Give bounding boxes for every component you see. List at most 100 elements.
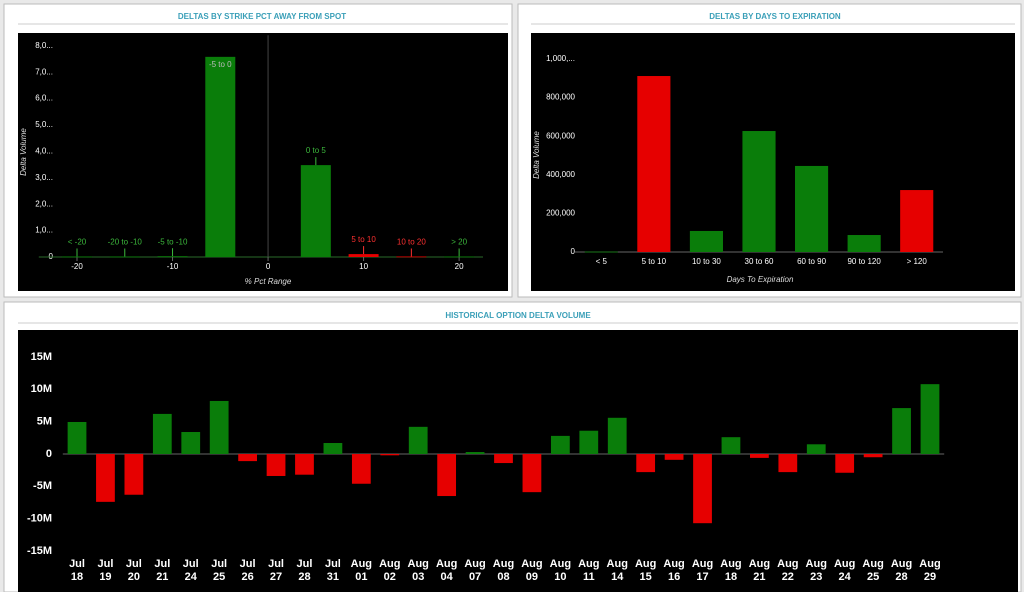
x-tick-label: -10 (167, 262, 179, 271)
data-label: 0 to 5 (306, 146, 327, 155)
x-tick-label: 30 to 60 (745, 257, 774, 266)
y-tick-label: -10M (27, 513, 52, 525)
bar (721, 437, 741, 454)
x-tick-label: 03 (412, 571, 424, 583)
plot-area (18, 330, 1018, 592)
bar (920, 384, 940, 454)
bar (67, 421, 87, 454)
bar (408, 426, 428, 454)
y-axis-title: Delta Volume (532, 131, 541, 179)
x-tick-label: Aug (919, 558, 940, 570)
x-tick-label: Jul (268, 558, 284, 570)
x-tick-label: 21 (753, 571, 765, 583)
x-tick-label: Jul (297, 558, 313, 570)
x-tick-label: 22 (782, 571, 794, 583)
x-tick-label: Aug (493, 558, 514, 570)
bar (584, 251, 618, 253)
y-tick-label: 3,0... (35, 173, 53, 182)
data-label: 5 to 10 (351, 235, 376, 244)
y-tick-label: 0 (571, 247, 576, 256)
x-tick-label: Aug (663, 558, 684, 570)
bar (494, 454, 513, 464)
x-tick-label: 04 (441, 571, 454, 583)
bar (550, 435, 570, 454)
y-tick-label: 2,0... (35, 199, 53, 208)
x-tick-label: Jul (325, 558, 341, 570)
bar (607, 417, 627, 454)
bar (295, 454, 314, 475)
bar (437, 454, 457, 497)
x-tick-label: Aug (692, 558, 713, 570)
y-tick-label: 400,000 (546, 170, 575, 179)
y-tick-label: 1,0... (35, 226, 53, 235)
x-tick-label: 10 to 30 (692, 257, 721, 266)
bar (351, 454, 371, 484)
bar (637, 76, 671, 252)
data-label: -20 to -10 (108, 238, 143, 247)
x-tick-label: 60 to 90 (797, 257, 826, 266)
y-tick-label: 600,000 (546, 131, 575, 140)
x-tick-label: 29 (924, 571, 936, 583)
bar (181, 432, 201, 454)
y-tick-label: 200,000 (546, 209, 575, 218)
y-tick-label: 5M (37, 416, 52, 428)
x-tick-label: 28 (895, 571, 907, 583)
y-tick-label: 5,0... (35, 120, 53, 129)
bar (835, 454, 855, 473)
y-tick-label: 6,0... (35, 94, 53, 103)
x-tick-label: 18 (71, 571, 83, 583)
chart-title: DELTAS BY DAYS TO EXPIRATION (709, 12, 841, 21)
x-tick-label: 20 (455, 262, 464, 271)
x-tick-label: Aug (578, 558, 599, 570)
bar (124, 454, 144, 495)
x-tick-label: Aug (720, 558, 741, 570)
bar (152, 413, 172, 454)
x-tick-label: 20 (128, 571, 140, 583)
x-tick-label: 25 (867, 571, 879, 583)
x-tick-label: 17 (696, 571, 708, 583)
x-tick-label: 10 (359, 262, 368, 271)
x-tick-label: > 120 (907, 257, 928, 266)
bar (238, 454, 257, 462)
x-tick-label: 21 (156, 571, 168, 583)
bar (396, 256, 427, 258)
x-tick-label: Aug (891, 558, 912, 570)
y-tick-label: 800,000 (546, 93, 575, 102)
bar (157, 256, 188, 258)
x-tick-label: Jul (211, 558, 227, 570)
bar (444, 256, 475, 258)
x-tick-label: 0 (266, 262, 271, 271)
data-label: 10 to 20 (397, 238, 426, 247)
x-tick-label: Aug (521, 558, 542, 570)
x-tick-label: 07 (469, 571, 481, 583)
bar (205, 56, 236, 258)
bar (892, 408, 911, 454)
x-tick-label: Jul (154, 558, 170, 570)
y-tick-label: 15M (31, 351, 52, 363)
bar (742, 131, 776, 252)
bar (62, 256, 93, 258)
x-tick-label: 10 (554, 571, 566, 583)
x-tick-label: Aug (635, 558, 656, 570)
x-tick-label: Aug (408, 558, 429, 570)
x-tick-label: Aug (834, 558, 855, 570)
bar (380, 454, 400, 456)
bar (795, 165, 829, 252)
x-tick-label: 31 (327, 571, 339, 583)
x-tick-label: 01 (355, 571, 367, 583)
y-tick-label: 1,000,... (546, 54, 575, 63)
bar (323, 443, 343, 454)
x-tick-label: Aug (806, 558, 827, 570)
bar (348, 254, 379, 257)
y-tick-label: 0 (46, 448, 52, 460)
x-tick-label: 19 (99, 571, 111, 583)
bar (209, 400, 229, 454)
y-tick-label: 10M (31, 383, 52, 395)
bar (806, 444, 826, 454)
x-tick-label: 24 (185, 571, 198, 583)
x-tick-label: 23 (810, 571, 822, 583)
x-tick-label: Aug (550, 558, 571, 570)
bar (693, 454, 712, 524)
x-tick-label: Jul (69, 558, 85, 570)
